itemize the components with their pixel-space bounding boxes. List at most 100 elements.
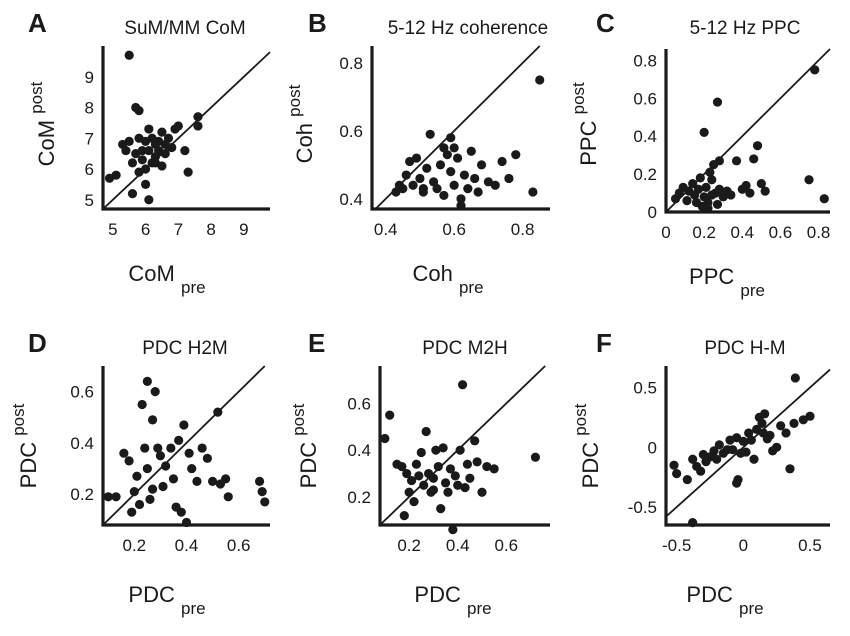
x-axis-label: PPC pre xyxy=(689,264,765,300)
data-point xyxy=(452,153,463,163)
data-point xyxy=(703,203,713,213)
x-axis-label: CoM pre xyxy=(128,261,205,297)
data-point xyxy=(166,443,176,453)
data-point xyxy=(140,179,151,189)
data-point xyxy=(760,409,770,419)
x-tick-label: 0.8 xyxy=(807,223,831,242)
x-tick-label: 9 xyxy=(239,220,248,239)
panel-title: 5-12 Hz coherence xyxy=(388,18,549,39)
data-point xyxy=(439,143,449,153)
y-tick-label: 0.6 xyxy=(347,394,371,413)
data-point xyxy=(477,487,487,497)
data-point xyxy=(406,475,417,486)
data-point xyxy=(176,507,186,517)
data-point xyxy=(202,453,212,463)
data-point xyxy=(415,173,425,184)
panel-letter: C xyxy=(596,8,615,38)
x-tick-label: 0.4 xyxy=(730,223,754,242)
x-tick-label: -0.5 xyxy=(662,536,691,555)
data-point xyxy=(744,428,754,438)
data-point xyxy=(819,194,829,204)
x-tick-label: 0.2 xyxy=(122,536,146,555)
y-tick-label: 0.8 xyxy=(339,54,363,73)
y-tick-label: 0.4 xyxy=(347,441,371,460)
y-tick-label: 0 xyxy=(648,203,657,222)
data-point xyxy=(124,50,134,60)
data-point xyxy=(696,466,706,476)
data-point xyxy=(741,447,751,457)
y-tick-label: 0.2 xyxy=(70,485,94,504)
y-axis-label: PDC post xyxy=(289,403,321,488)
data-point xyxy=(121,145,131,156)
data-point xyxy=(714,156,724,166)
x-axis-label: PDC pre xyxy=(414,582,491,618)
identity-line xyxy=(379,365,546,526)
data-point xyxy=(738,436,748,446)
y-tick-label: 0.6 xyxy=(633,89,657,108)
panel-letter: F xyxy=(596,328,612,358)
y-tick-label: 0.6 xyxy=(339,122,363,141)
x-tick-label: 6 xyxy=(141,220,150,239)
data-point xyxy=(197,443,207,453)
data-point xyxy=(428,485,439,495)
y-tick-label: 0.6 xyxy=(70,383,94,402)
plot-d: 0.2 0.4 0.6 0.2 0.4 0.6 xyxy=(70,365,270,555)
data-point xyxy=(682,474,692,485)
panel-b: B 5-12 Hz coherence Coh pre Coh post 0.4… xyxy=(285,8,550,297)
data-point xyxy=(144,145,154,156)
y-tick-label: 8 xyxy=(85,99,94,118)
data-point xyxy=(772,442,782,452)
data-point xyxy=(714,440,724,450)
data-point xyxy=(455,445,465,455)
data-point xyxy=(409,497,419,507)
x-tick-label: 0.4 xyxy=(175,536,199,555)
y-axis-label: CoM post xyxy=(27,81,59,166)
data-point xyxy=(404,487,414,497)
y-tick-label: 6 xyxy=(85,160,94,179)
axis-lines xyxy=(101,46,270,211)
data-point xyxy=(429,177,439,187)
data-point xyxy=(193,121,203,131)
data-point xyxy=(207,476,218,487)
data-point xyxy=(155,451,166,461)
data-point xyxy=(418,184,428,194)
y-axis-label: PDC post xyxy=(9,403,41,488)
data-point xyxy=(422,163,432,173)
data-point xyxy=(699,127,709,137)
data-point xyxy=(150,158,160,168)
data-point xyxy=(187,463,197,474)
y-tick-label: 7 xyxy=(85,129,94,148)
data-point xyxy=(111,170,121,180)
data-point xyxy=(682,196,692,206)
data-point xyxy=(397,461,407,472)
data-point xyxy=(119,448,129,458)
data-point xyxy=(405,156,415,167)
data-point xyxy=(127,158,138,168)
x-tick-label: 0.4 xyxy=(446,536,470,555)
data-point xyxy=(470,173,480,184)
plot-f: -0.5 0 0.5 -0.5 0 0.5 xyxy=(628,366,831,555)
data-point xyxy=(145,494,155,504)
data-point xyxy=(714,184,724,194)
x-tick-label: 0.6 xyxy=(769,223,793,242)
panel-c: C 5-12 Hz PPC PPC pre PPC post 0 0.2 0.4 0.… xyxy=(569,8,831,300)
data-point xyxy=(446,133,456,143)
data-point xyxy=(701,182,711,192)
x-tick-label: 8 xyxy=(206,220,215,239)
data-point xyxy=(184,448,194,458)
data-point xyxy=(449,180,459,190)
data-point xyxy=(436,504,446,514)
data-point xyxy=(103,492,113,502)
data-point xyxy=(456,201,466,211)
data-point xyxy=(781,428,791,438)
data-point xyxy=(439,190,449,201)
x-tick-label: 0.2 xyxy=(692,223,716,242)
panel-title: PDC H2M xyxy=(142,338,228,359)
plot-b: 0.4 0.6 0.8 0.4 0.6 0.8 xyxy=(339,45,550,239)
data-point xyxy=(456,194,466,204)
data-point xyxy=(431,445,441,455)
data-point xyxy=(260,497,270,507)
data-point xyxy=(745,188,755,198)
data-point xyxy=(408,180,418,190)
